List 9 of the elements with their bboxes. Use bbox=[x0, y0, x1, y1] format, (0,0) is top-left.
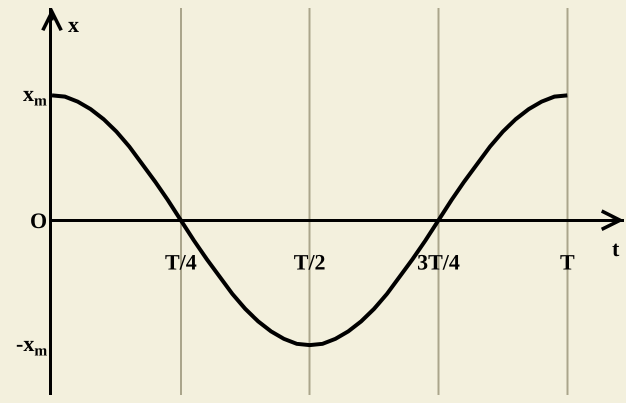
annotation: O bbox=[30, 208, 48, 233]
x-tick-label: 3T/4 bbox=[417, 250, 460, 275]
x-tick-label: T bbox=[560, 250, 575, 275]
x-axis-title: t bbox=[612, 236, 620, 261]
x-tick-label: T/2 bbox=[294, 250, 326, 275]
x-tick-label: T/4 bbox=[164, 250, 197, 275]
annotation: -x$_{m}$ bbox=[16, 331, 48, 360]
annotation: x$_{m}$ bbox=[23, 81, 47, 110]
y-axis-title: x bbox=[68, 12, 79, 37]
